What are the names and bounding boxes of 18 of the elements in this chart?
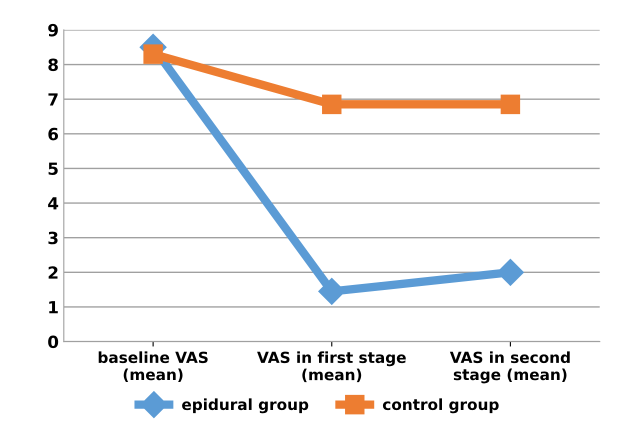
y-tick-label: 8 bbox=[48, 58, 58, 72]
point bbox=[500, 94, 520, 114]
y-tick-label: 5 bbox=[48, 162, 58, 175]
y-tick-label: 0 bbox=[48, 336, 58, 348]
point bbox=[143, 44, 163, 64]
y-tick-label: 2 bbox=[48, 266, 58, 279]
x-tick-label: baseline VAS (mean) bbox=[98, 351, 208, 382]
y-tick-label: 1 bbox=[49, 301, 58, 314]
legend-label: control group bbox=[382, 398, 499, 414]
y-tick-label: 4 bbox=[48, 197, 58, 210]
y-tick-label: 9 bbox=[48, 24, 58, 36]
x-tick-label: VAS in first stage (mean) bbox=[257, 351, 406, 382]
x-tick-label: VAS in second stage (mean) bbox=[450, 351, 570, 384]
y-tick-label: 6 bbox=[48, 128, 58, 140]
y-tick-label: 7 bbox=[48, 93, 58, 106]
point bbox=[322, 94, 342, 114]
legend-label: epidural group bbox=[182, 398, 308, 414]
y-tick-label: 3 bbox=[48, 232, 58, 244]
